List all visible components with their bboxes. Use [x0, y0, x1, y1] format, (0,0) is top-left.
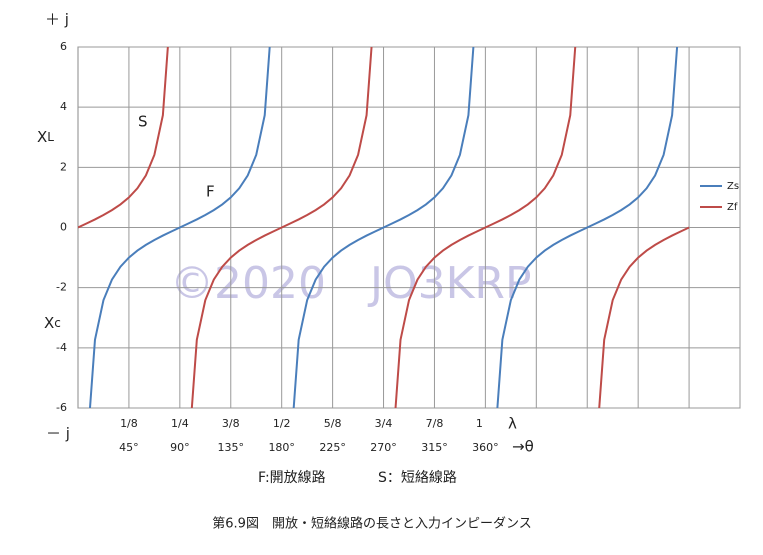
series-line — [78, 47, 690, 408]
x-tick-label: 45° — [119, 441, 139, 454]
x-tick-label: 360° — [472, 441, 499, 454]
series-line — [88, 47, 679, 408]
y-tick-label: -6 — [56, 401, 67, 414]
lambda-label: 3/8 — [222, 417, 240, 430]
caption: S：短絡線路 — [378, 470, 457, 486]
y-tick-label: 0 — [60, 221, 67, 234]
x-tick-label: 270° — [370, 441, 397, 454]
curve-label: F — [206, 183, 215, 201]
lambda-label: 5/8 — [324, 417, 342, 430]
axis-letter: X — [44, 314, 54, 332]
lambda-label: 1/4 — [171, 417, 189, 430]
upper-axis-label: XL — [37, 128, 54, 146]
x-tick-label: 315° — [421, 441, 448, 454]
lambda-label: 7/8 — [426, 417, 444, 430]
y-tick-label: 2 — [60, 160, 67, 173]
caption: F:開放線路 — [258, 470, 326, 486]
axis-sub: c — [54, 316, 61, 330]
y-tick-label: 6 — [60, 40, 67, 53]
lower-axis-label: Xc — [44, 314, 61, 332]
x-tick-label: 135° — [218, 441, 245, 454]
lambda-label: 3/4 — [375, 417, 393, 430]
x-tick-label: 180° — [268, 441, 295, 454]
curve-label: S — [138, 113, 148, 131]
plot-area — [78, 47, 690, 408]
bottom-label: － j — [46, 425, 70, 443]
x-tick-label: 90° — [170, 441, 190, 454]
axis-letter: X — [37, 128, 47, 146]
watermark: ©2020 JO3KRP — [170, 258, 532, 309]
chart-title: 第6.9図 開放・短絡線路の長さと入力インピーダンス — [212, 516, 531, 532]
legend-label: Zs — [727, 181, 739, 192]
lambda-label: 1/8 — [120, 417, 138, 430]
y-tick-label: 4 — [60, 100, 67, 113]
lambda-symbol: λ — [508, 415, 517, 433]
lambda-label: 1/2 — [273, 417, 291, 430]
x-tick-label: 225° — [319, 441, 346, 454]
y-tick-label: -2 — [56, 281, 67, 294]
top-label: ＋ j — [45, 11, 69, 29]
theta-symbol: →θ — [512, 438, 534, 456]
axis-sub: L — [47, 130, 54, 144]
y-tick-label: -4 — [56, 341, 67, 354]
lambda-label: 1 — [476, 417, 483, 430]
legend-label: Zf — [727, 202, 738, 213]
